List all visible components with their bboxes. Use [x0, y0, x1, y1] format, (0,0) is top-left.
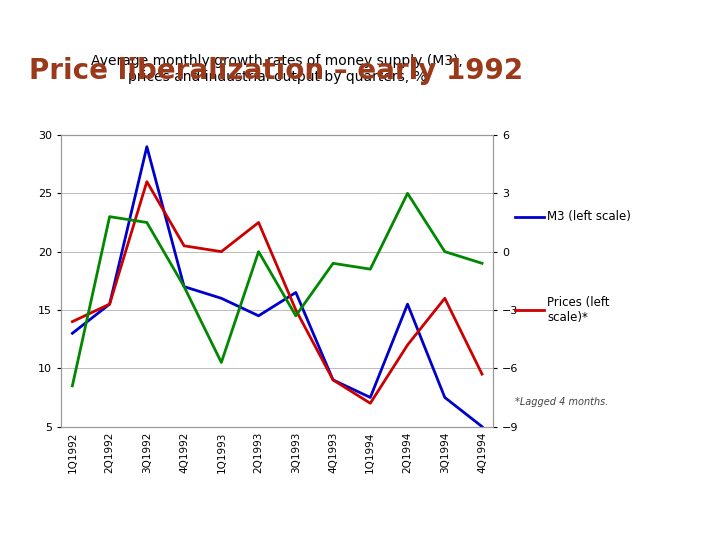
Text: Average monthly growth rates of money supply (M3),
prices and industrial output : Average monthly growth rates of money su…	[91, 53, 463, 84]
Text: Prices (left
scale)*: Prices (left scale)*	[547, 296, 610, 324]
Text: *Lagged 4 months.: *Lagged 4 months.	[515, 397, 608, 408]
Text: Price liberalization – early 1992: Price liberalization – early 1992	[29, 57, 523, 85]
Text: M3 (left scale): M3 (left scale)	[547, 210, 631, 223]
